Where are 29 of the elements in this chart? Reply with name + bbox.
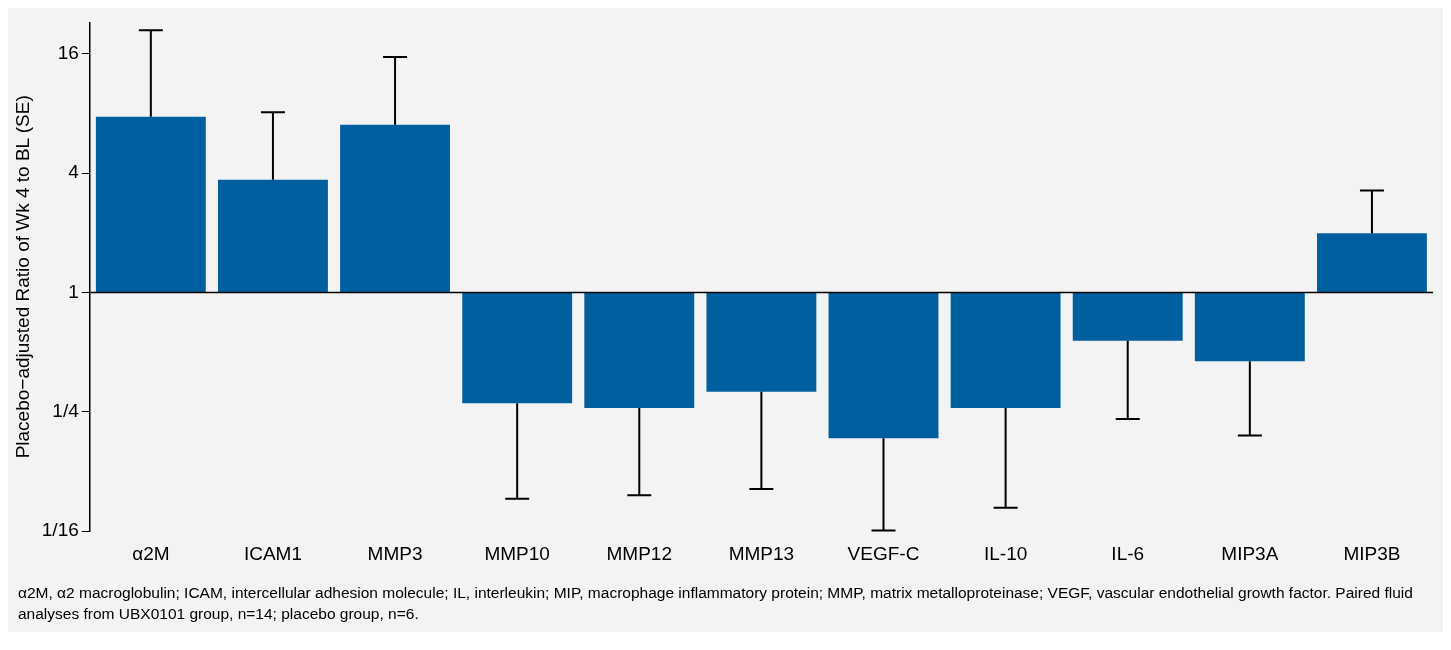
- x-tick-label: MIP3B: [1343, 542, 1401, 564]
- y-tick-label: 1: [68, 280, 79, 302]
- x-tick-label: IL-10: [983, 542, 1028, 564]
- x-tick-label: ICAM1: [243, 542, 302, 564]
- bar: [950, 292, 1061, 409]
- bar: [706, 292, 817, 392]
- y-axis-title: Placebo−adjusted Ratio of Wk 4 to BL (SE): [11, 95, 33, 459]
- x-tick-label: MMP13: [728, 542, 795, 564]
- x-tick-label: VEGF-C: [847, 542, 920, 564]
- bar: [218, 179, 328, 293]
- bar: [584, 292, 695, 409]
- y-tick-label: 4: [68, 161, 80, 183]
- bar: [1194, 292, 1305, 362]
- y-tick-label: 1/4: [52, 400, 80, 422]
- bar: [95, 116, 206, 293]
- bar: [462, 292, 573, 404]
- text: α2M, α2 macroglobulin; ICAM, intercellular adhesion molecule; IL, interleukin; MIP, macrophage inflammatory protein; MMP, matrix metalloproteinase; VEGF, vascular endothelial growth factor. Paired fluid analyses from UBX0101 group, n=14; placebo group, n=6.: [17, 583, 1414, 624]
- x-tick-label: MIP3A: [1221, 542, 1279, 564]
- bar: [340, 124, 451, 293]
- x-tick-label: MMP12: [606, 542, 673, 564]
- x-tick-label: MMP10: [484, 542, 550, 564]
- bar: [828, 292, 939, 439]
- bar: [1317, 233, 1427, 293]
- y-tick-label: 16: [57, 41, 79, 63]
- x-tick-label: α2M: [132, 542, 170, 564]
- x-tick-label: MMP3: [367, 542, 423, 564]
- x-tick-label: IL-6: [1111, 542, 1145, 564]
- bar: [1072, 292, 1183, 341]
- y-tick-label: 1/16: [41, 519, 79, 541]
